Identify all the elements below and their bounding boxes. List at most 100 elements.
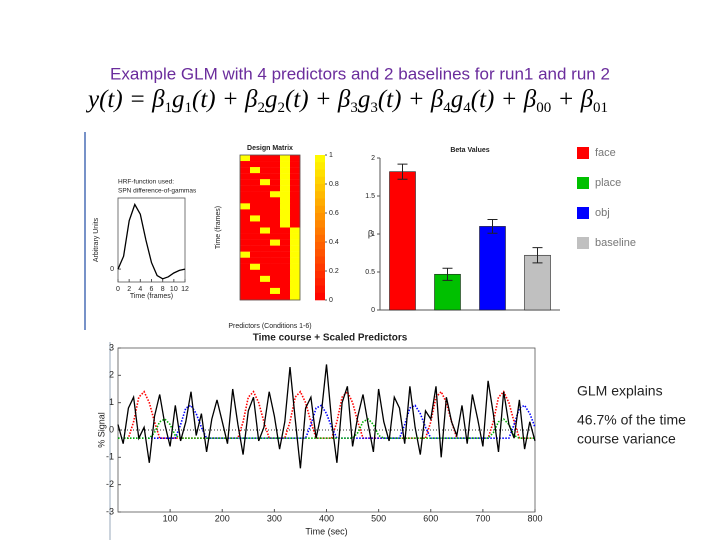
legend-swatch <box>577 207 589 219</box>
colorbar-step <box>315 249 325 257</box>
heatmap-cell <box>290 257 301 264</box>
x-axis-label: Predictors (Conditions 1-6) <box>228 323 311 330</box>
x-tick-label: 300 <box>267 513 282 523</box>
heatmap-cell <box>270 239 281 246</box>
error-bar <box>487 219 498 234</box>
heatmap-cell <box>290 287 301 295</box>
equation-text: (t) + β <box>378 86 444 113</box>
heatmap-cell <box>280 185 291 192</box>
y-tick-label: 0 <box>109 424 114 434</box>
equation-subscript: 00 <box>536 100 551 116</box>
x-axis-label: Time (sec) <box>305 526 347 536</box>
heatmap-cell <box>280 197 291 204</box>
y-tick-label: 0.5 <box>365 269 375 276</box>
heatmap-cell <box>280 245 291 252</box>
heatmap-cell <box>260 209 271 216</box>
heatmap-cell <box>290 227 301 234</box>
slide-title: Example GLM with 4 predictors and 2 base… <box>110 64 610 83</box>
bar <box>524 254 551 311</box>
note-line: GLM explains <box>577 383 663 399</box>
heatmap-cell <box>260 251 271 258</box>
heatmap-cell <box>240 287 251 295</box>
heatmap-cell <box>280 275 291 283</box>
heatmap-cell <box>280 191 291 198</box>
heatmap-cell <box>290 239 301 246</box>
colorbar-step <box>315 184 325 192</box>
heatmap-cell <box>270 293 281 301</box>
heatmap-cell <box>260 239 271 246</box>
heatmap-cell <box>260 293 271 301</box>
heatmap-cell <box>250 173 261 180</box>
heatmap-cell <box>280 293 291 301</box>
y-tick-label: 2 <box>109 370 114 380</box>
heatmap-cell <box>270 197 281 204</box>
heatmap-cell <box>250 257 261 264</box>
colorbar-step <box>315 176 325 185</box>
heatmap-cell <box>250 227 261 234</box>
series-line <box>118 404 536 439</box>
colorbar-step <box>315 285 325 294</box>
colorbar-label: 0.6 <box>329 210 339 217</box>
heatmap-cell <box>240 221 251 228</box>
heatmap-cell <box>240 227 251 234</box>
y-tick-label: 0 <box>110 266 114 273</box>
heatmap-cell <box>260 167 271 174</box>
equation-subscript: 2 <box>257 100 265 116</box>
heatmap-cell <box>280 203 291 210</box>
x-tick-label: 400 <box>319 513 334 523</box>
heatmap-cell <box>240 239 251 246</box>
heatmap-cell <box>280 167 291 174</box>
y-axis-label: Time (frames) <box>215 206 222 249</box>
y-tick-label: -2 <box>106 479 114 489</box>
legend-label: baseline <box>595 237 636 249</box>
heatmap-cell <box>280 179 291 186</box>
heatmap-cell <box>260 275 271 283</box>
heatmap-cell <box>250 167 261 174</box>
heatmap-cell <box>240 281 251 289</box>
heatmap-cell <box>280 239 291 246</box>
equation-text: g <box>172 86 185 113</box>
heatmap-cell <box>260 245 271 252</box>
heatmap-cell <box>260 263 271 270</box>
equation-text: + β <box>551 86 593 113</box>
equation: y(t) = β1g1(t) + β2g2(t) + β3g3(t) + β4g… <box>85 86 608 117</box>
colorbar-step <box>315 198 325 207</box>
heatmap-cell <box>250 185 261 192</box>
heatmap-cell <box>270 233 281 240</box>
equation-subscript: 01 <box>593 100 608 116</box>
heatmap-cell <box>290 221 301 228</box>
colorbar-step <box>315 205 325 214</box>
x-tick-label: 600 <box>423 513 438 523</box>
y-tick-label: 2 <box>371 155 375 162</box>
heatmap-cell <box>280 161 291 168</box>
y-tick-label: 1 <box>371 231 375 238</box>
heatmap-cell <box>270 191 281 198</box>
colorbar-step <box>315 271 325 279</box>
heatmap-cell <box>270 251 281 258</box>
colorbar-step <box>315 278 325 286</box>
heatmap-cell <box>260 287 271 295</box>
y-tick-label: 3 <box>109 342 114 352</box>
equation-text: (t) + β <box>285 86 351 113</box>
heatmap-cell <box>240 185 251 192</box>
error-bar <box>397 163 408 180</box>
heatmap-cell <box>290 209 301 216</box>
heatmap-cell <box>290 269 301 277</box>
heatmap-cell <box>290 263 301 270</box>
heatmap-cell <box>280 155 291 162</box>
heatmap-cell <box>250 269 261 277</box>
heatmap-cell <box>260 215 271 222</box>
heatmap-cell <box>260 233 271 240</box>
heatmap-cell <box>240 155 251 162</box>
heatmap-cell <box>270 287 281 295</box>
heatmap-cell <box>240 167 251 174</box>
equation-subscript: 3 <box>370 100 378 116</box>
heatmap-cell <box>240 215 251 222</box>
heatmap-cell <box>290 167 301 174</box>
heatmap-cell <box>270 257 281 264</box>
colorbar-step <box>315 256 325 265</box>
heatmap-cell <box>240 209 251 216</box>
note-line: course variance <box>577 431 676 447</box>
heatmap-cell <box>270 209 281 216</box>
heatmap-cell <box>240 257 251 264</box>
